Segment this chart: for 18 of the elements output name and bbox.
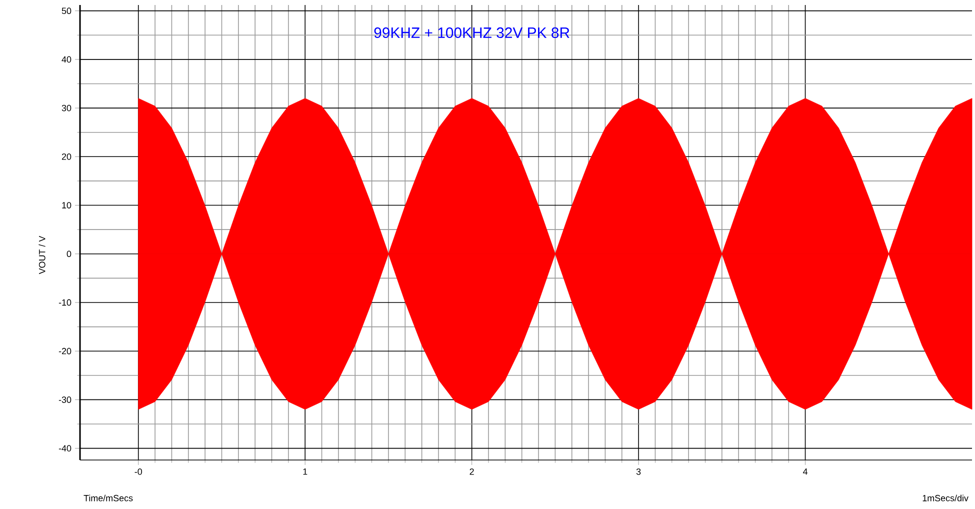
y-tick-label: -10 <box>58 299 72 306</box>
text: 1mSecs/div <box>922 494 968 502</box>
y-tick-label: 10 <box>62 202 72 208</box>
x-axis-title: Time/mSecs <box>84 494 133 502</box>
x-tick-label: 1 <box>303 468 308 475</box>
x-tick-label: 2 <box>470 468 474 475</box>
y-tick-label: 30 <box>62 104 72 112</box>
y-tick-label: 40 <box>62 56 72 63</box>
y-tick-label: -30 <box>58 396 72 403</box>
x-tick-label: -0 <box>134 468 142 475</box>
y-tick-label: 0 <box>66 250 72 258</box>
x-tick-label: 4 <box>802 468 808 475</box>
x-tick-label: 3 <box>636 468 641 475</box>
y-tick-label: 20 <box>62 153 72 160</box>
y-tick-label: -20 <box>58 348 72 354</box>
y-axis-title: VOUT / V <box>38 236 46 274</box>
y-tick-label: -40 <box>58 445 72 452</box>
y-tick-label: 50 <box>62 8 72 14</box>
